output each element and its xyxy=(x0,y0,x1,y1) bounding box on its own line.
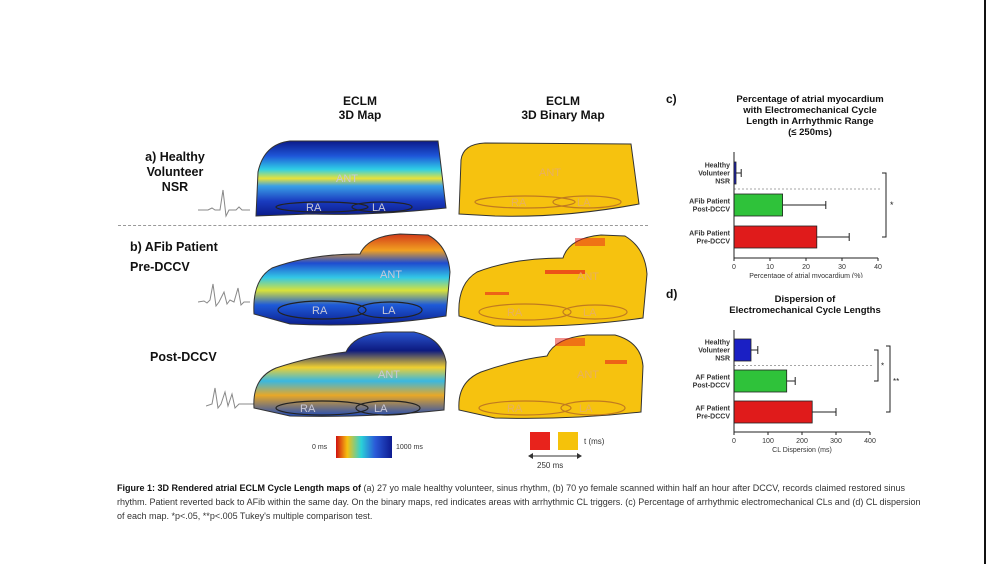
category-label: AFib Patient Post-DCCV xyxy=(689,199,731,214)
la-label: LA xyxy=(372,202,386,214)
binary-legend-red-swatch xyxy=(530,432,550,450)
colorbar-max-label: 1000 ms xyxy=(396,444,423,451)
bar xyxy=(733,338,752,362)
ant-label: ANT xyxy=(336,173,358,185)
x-axis-title: CL Dispersion (ms) xyxy=(772,447,832,454)
category-label: AF Patient Post-DCCV xyxy=(693,375,731,390)
x-tick-label: 30 xyxy=(838,264,846,271)
panel-c-letter: c) xyxy=(666,92,677,106)
x-tick-label: 0 xyxy=(732,264,736,271)
significance-bracket xyxy=(886,345,891,413)
binary-legend-t-label: t (ms) xyxy=(584,437,605,446)
x-tick-label: 40 xyxy=(874,264,882,271)
binary-map-healthy: ANT RA LA xyxy=(458,142,640,217)
bar xyxy=(733,369,788,393)
chart-d: Healthy Volunteer NSR AF Patient Post-DCCV AF… xyxy=(693,330,899,454)
x-tick-label: 400 xyxy=(864,438,876,445)
ecg-trace-post xyxy=(206,387,254,410)
chart-c-title: Percentage of atrial myocardium with Ele… xyxy=(736,94,884,138)
significance-star: ** xyxy=(893,377,899,386)
x-tick-label: 10 xyxy=(766,264,774,271)
page-border xyxy=(984,0,986,564)
binary-map-pre-dccv: ANT RA LA xyxy=(458,234,648,327)
ra-label: RA xyxy=(306,202,322,214)
chart-d-title: Dispersion of Electromechanical Cycle Le… xyxy=(729,294,881,316)
x-axis-title: Percentage of atrial myocardium (%) xyxy=(749,273,863,278)
chart-c: Healthy Volunteer NSR AFib Patient Post-DCCV… xyxy=(689,152,894,278)
binary-legend-threshold: 250 ms xyxy=(537,461,564,470)
la-label: LA xyxy=(382,305,396,317)
eclm-map-post-dccv: ANT RA LA xyxy=(253,331,447,417)
caption-text: (a) 27 yo male healthy volunteer, sinus … xyxy=(117,483,921,521)
eclm-binary-map-header: ECLM 3D Binary Map xyxy=(521,94,605,122)
ra-label: RA xyxy=(312,305,328,317)
ecg-trace-b xyxy=(198,283,250,308)
eclm-3d-map-header: ECLM 3D Map xyxy=(338,94,382,122)
ra-label: RA xyxy=(511,197,527,209)
category-label: Healthy Volunteer NSR xyxy=(698,340,730,363)
significance-bracket xyxy=(882,172,887,238)
significance-bracket xyxy=(874,349,879,382)
la-label: LA xyxy=(583,307,597,319)
binary-legend-yellow-swatch xyxy=(558,432,578,450)
ra-label: RA xyxy=(507,307,523,319)
x-tick-label: 300 xyxy=(830,438,842,445)
figure-caption: Figure 1: 3D Rendered atrial ECLM Cycle … xyxy=(117,481,922,523)
binary-map-post-dccv: ANT RA LA xyxy=(458,334,644,419)
la-label: LA xyxy=(579,403,593,415)
row-b-label: b) AFib Patient Pre-DCCV xyxy=(130,240,218,274)
ant-label: ANT xyxy=(577,271,599,283)
colorbar xyxy=(336,436,392,458)
la-label: LA xyxy=(374,403,388,415)
ant-label: ANT xyxy=(378,369,400,381)
category-label: Healthy Volunteer NSR xyxy=(698,163,730,186)
ra-label: RA xyxy=(300,403,316,415)
category-label: AF Patient Pre-DCCV xyxy=(695,406,730,421)
bar xyxy=(733,400,813,424)
ecg-trace-a xyxy=(198,189,250,218)
ant-label: ANT xyxy=(539,167,561,179)
significance-star: * xyxy=(881,362,884,371)
ant-label: ANT xyxy=(577,369,599,381)
eclm-map-pre-dccv: ANT RA LA xyxy=(253,233,451,326)
colorbar-min-label: 0 ms xyxy=(312,444,328,451)
category-label: AFib Patient Pre-DCCV xyxy=(689,231,731,246)
x-tick-label: 20 xyxy=(802,264,810,271)
x-tick-label: 200 xyxy=(796,438,808,445)
row-post-label: Post-DCCV xyxy=(150,350,217,364)
x-tick-label: 0 xyxy=(732,438,736,445)
bar xyxy=(733,193,783,217)
x-tick-label: 100 xyxy=(762,438,774,445)
caption-bold: Figure 1: 3D Rendered atrial ECLM Cycle … xyxy=(117,483,362,493)
row-a-label: a) Healthy Volunteer NSR xyxy=(145,150,205,194)
significance-star: * xyxy=(890,200,894,210)
binary-legend-arrow xyxy=(528,453,582,459)
bar xyxy=(733,225,818,249)
la-label: LA xyxy=(577,197,591,209)
row-separator xyxy=(118,225,648,226)
eclm-map-healthy: ANT RA LA xyxy=(255,140,447,217)
ra-label: RA xyxy=(507,403,523,415)
panel-d-letter: d) xyxy=(666,287,678,301)
ant-label: ANT xyxy=(380,269,402,281)
